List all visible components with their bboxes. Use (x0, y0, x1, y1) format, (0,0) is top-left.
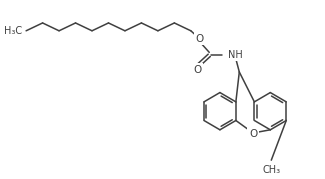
Text: O: O (195, 34, 204, 44)
Text: H₃C: H₃C (4, 26, 22, 36)
Text: CH₃: CH₃ (262, 165, 280, 175)
Text: O: O (193, 65, 202, 75)
Text: O: O (249, 129, 257, 139)
Text: NH: NH (228, 50, 242, 60)
